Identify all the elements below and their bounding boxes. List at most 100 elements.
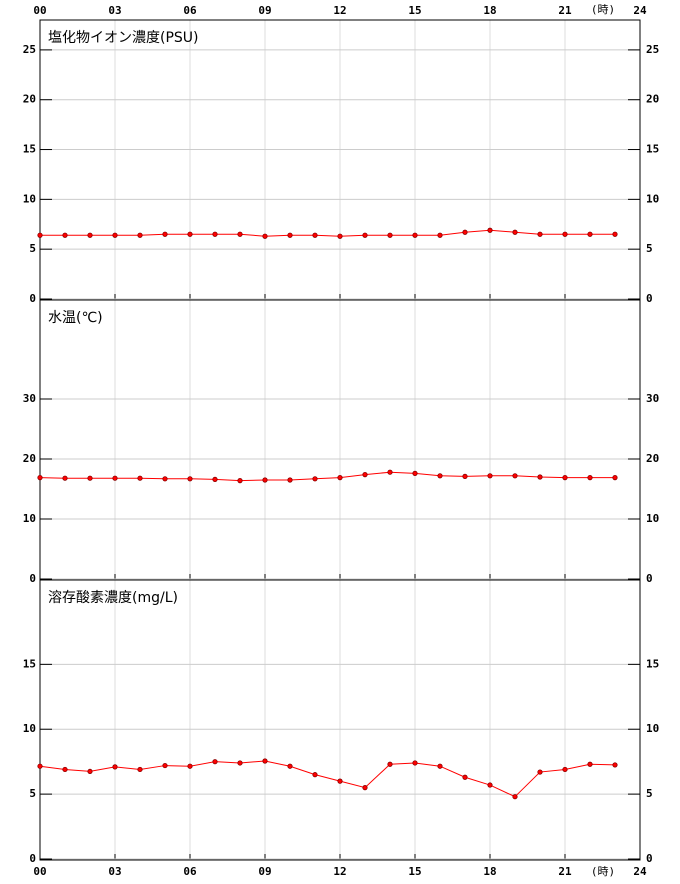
data-point bbox=[387, 232, 393, 238]
data-point bbox=[537, 769, 543, 775]
data-point bbox=[387, 761, 393, 767]
data-point bbox=[437, 473, 443, 479]
y-tick-label: 0 bbox=[646, 852, 653, 865]
data-point bbox=[62, 232, 68, 238]
y-tick-label: 0 bbox=[29, 852, 36, 865]
data-point bbox=[87, 768, 93, 775]
data-point bbox=[587, 474, 593, 481]
data-point bbox=[37, 232, 43, 238]
y-tick-label: 10 bbox=[23, 512, 36, 525]
y-tick-label: 0 bbox=[646, 292, 653, 305]
y-tick-label: 10 bbox=[23, 722, 36, 735]
data-point bbox=[512, 473, 518, 479]
data-point bbox=[287, 763, 293, 769]
data-point bbox=[562, 766, 568, 773]
y-tick-label: 10 bbox=[646, 192, 659, 205]
data-point bbox=[187, 231, 193, 237]
panel-title: 塩化物イオン濃度(PSU) bbox=[48, 30, 199, 46]
plot-frame bbox=[39, 579, 641, 861]
data-point bbox=[312, 772, 318, 778]
data-point bbox=[337, 778, 343, 784]
data-point bbox=[137, 475, 143, 481]
data-point bbox=[437, 232, 443, 238]
data-point bbox=[37, 763, 43, 769]
x-tick-label: 09 bbox=[258, 4, 271, 17]
y-tick-label: 30 bbox=[646, 392, 659, 405]
data-point bbox=[512, 229, 518, 235]
data-point bbox=[537, 231, 543, 237]
data-point bbox=[562, 474, 568, 481]
data-point bbox=[562, 231, 568, 237]
data-point bbox=[262, 477, 268, 483]
data-point bbox=[237, 760, 243, 766]
data-point bbox=[412, 470, 418, 476]
data-point bbox=[587, 231, 593, 237]
data-point bbox=[112, 475, 118, 481]
x-tick-label: 24 bbox=[633, 865, 647, 878]
x-axis-label: (時) bbox=[591, 865, 615, 878]
data-point bbox=[212, 231, 218, 237]
x-tick-label: 06 bbox=[183, 4, 197, 17]
data-point bbox=[362, 785, 368, 791]
data-point bbox=[62, 475, 68, 481]
data-point bbox=[462, 229, 468, 235]
data-point bbox=[87, 475, 93, 481]
data-point bbox=[137, 766, 143, 773]
data-point bbox=[612, 474, 618, 481]
y-tick-label: 15 bbox=[23, 143, 36, 156]
data-point bbox=[587, 761, 593, 767]
y-tick-label: 30 bbox=[23, 392, 36, 405]
y-tick-label: 20 bbox=[23, 93, 36, 106]
x-tick-label: 24 bbox=[633, 4, 647, 17]
data-point bbox=[387, 469, 393, 475]
data-point bbox=[162, 231, 168, 237]
data-point bbox=[462, 473, 468, 479]
data-point bbox=[337, 233, 343, 239]
y-tick-label: 0 bbox=[646, 572, 653, 585]
data-point bbox=[487, 782, 493, 788]
data-point bbox=[137, 232, 143, 238]
data-point bbox=[187, 476, 193, 482]
y-tick-label: 25 bbox=[23, 43, 36, 56]
data-point bbox=[537, 474, 543, 480]
data-point bbox=[262, 233, 268, 239]
data-point bbox=[62, 766, 68, 773]
x-tick-label: 12 bbox=[333, 865, 346, 878]
y-tick-label: 15 bbox=[23, 657, 36, 670]
data-point bbox=[412, 760, 418, 766]
y-tick-label: 20 bbox=[646, 452, 659, 465]
data-line bbox=[40, 229, 615, 237]
y-tick-label: 15 bbox=[646, 143, 659, 156]
data-point bbox=[362, 232, 368, 238]
data-point bbox=[87, 232, 93, 238]
data-point bbox=[337, 474, 343, 481]
data-point bbox=[462, 774, 468, 780]
y-tick-label: 20 bbox=[646, 93, 659, 106]
data-point bbox=[612, 762, 618, 768]
x-tick-label: 00 bbox=[33, 4, 46, 17]
y-tick-label: 0 bbox=[29, 292, 36, 305]
y-tick-label: 10 bbox=[646, 722, 659, 735]
data-point bbox=[412, 232, 418, 238]
x-tick-label: 06 bbox=[183, 865, 197, 878]
x-tick-label: 15 bbox=[408, 4, 421, 17]
x-tick-label: 15 bbox=[408, 865, 421, 878]
data-point bbox=[287, 232, 293, 238]
data-point bbox=[612, 231, 618, 237]
x-tick-label: 03 bbox=[108, 865, 121, 878]
data-point bbox=[112, 764, 118, 770]
data-point bbox=[312, 476, 318, 482]
x-tick-label: 00 bbox=[33, 865, 46, 878]
data-point bbox=[262, 758, 268, 764]
data-line bbox=[39, 471, 615, 482]
data-point bbox=[187, 763, 193, 769]
panel-title: 水温(℃) bbox=[48, 310, 103, 326]
data-point bbox=[162, 762, 168, 769]
data-point bbox=[362, 471, 368, 478]
y-tick-label: 0 bbox=[29, 572, 36, 585]
data-point bbox=[212, 476, 218, 482]
y-tick-label: 10 bbox=[23, 192, 36, 205]
data-point bbox=[512, 794, 518, 800]
y-tick-label: 5 bbox=[29, 787, 36, 800]
